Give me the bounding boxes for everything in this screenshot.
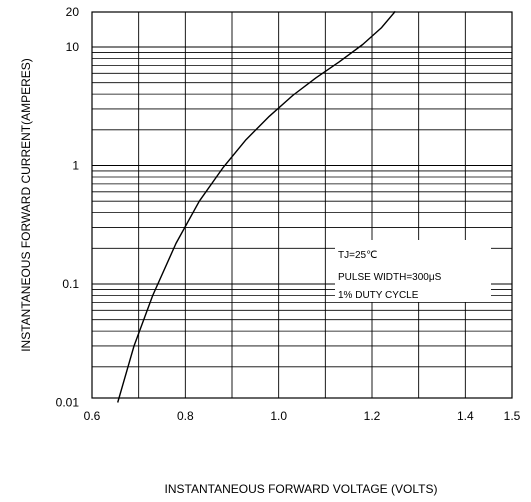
- x-tick-labels: 0.6 0.8 1.0 1.2 1.4 1.5: [84, 409, 521, 423]
- series-layer: [117, 10, 396, 403]
- legend-background: [335, 240, 491, 302]
- legend-box: TJ=25℃ PULSE WIDTH=300μS 1% DUTY CYCLE: [335, 240, 491, 302]
- y-tick-label: 1: [72, 159, 79, 173]
- y-tick-labels: 0.01 0.1 1 10 20: [56, 5, 80, 410]
- annotation-temperature: TJ=25℃: [338, 250, 377, 261]
- x-tick-label: 0.8: [177, 409, 194, 423]
- x-axis-label: INSTANTANEOUS FORWARD VOLTAGE (VOLTS): [165, 482, 438, 496]
- y-axis-label: INSTANTANEOUS FORWARD CURRENT(AMPERES): [19, 58, 33, 352]
- y-tick-label: 20: [66, 5, 80, 19]
- annotation-duty-cycle: 1% DUTY CYCLE: [338, 290, 419, 301]
- y-tick-label: 0.01: [56, 396, 80, 410]
- forward-current-curve: [117, 10, 396, 403]
- x-tick-label: 0.6: [84, 409, 101, 423]
- x-tick-label: 1.0: [270, 409, 287, 423]
- x-tick-label: 1.4: [457, 409, 474, 423]
- y-tick-label: 0.1: [62, 277, 79, 291]
- grid: [92, 12, 512, 398]
- y-tick-label: 10: [66, 40, 80, 54]
- annotation-pulse-width: PULSE WIDTH=300μS: [338, 272, 442, 283]
- plot-frame: [91, 11, 513, 399]
- x-tick-label: 1.2: [364, 409, 381, 423]
- x-tick-label: 1.5: [504, 409, 521, 423]
